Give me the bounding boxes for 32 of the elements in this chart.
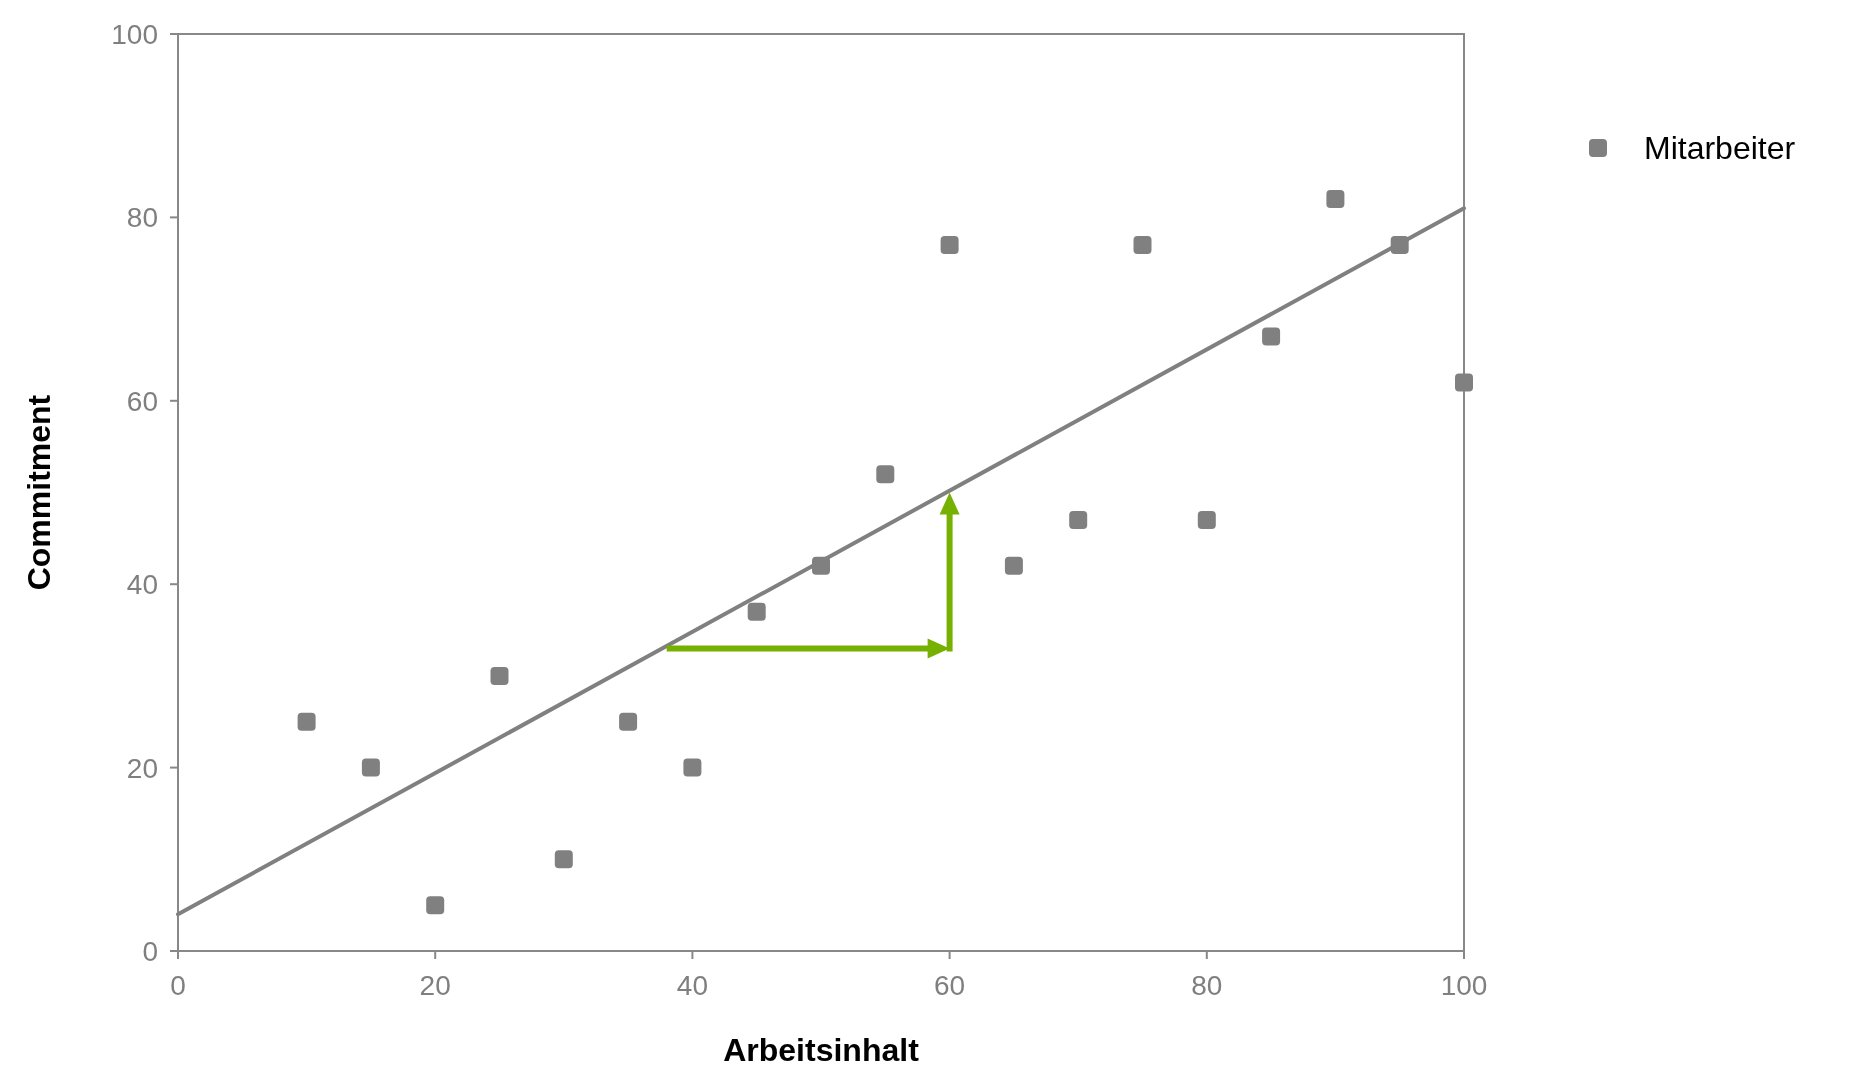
y-tick-label: 100 (111, 19, 158, 50)
legend-label: Mitarbeiter (1644, 130, 1796, 166)
x-tick-label: 40 (676, 970, 708, 1001)
point (426, 896, 445, 915)
point (747, 602, 766, 621)
point (1133, 235, 1152, 254)
point (490, 666, 509, 685)
point (1004, 556, 1023, 575)
x-axis-title: Arbeitsinhalt (723, 1032, 920, 1068)
point (683, 758, 702, 777)
point (1326, 190, 1345, 209)
point (1262, 327, 1281, 346)
point (361, 758, 380, 777)
point (619, 712, 638, 731)
point (297, 712, 316, 731)
y-tick-label: 40 (126, 569, 158, 601)
y-tick-label: 0 (142, 936, 158, 967)
y-tick-label: 20 (126, 752, 158, 784)
point (1069, 511, 1088, 530)
y-tick-label: 80 (126, 202, 158, 234)
y-axis-title: Commitment (21, 394, 57, 591)
x-tick-label: 100 (1440, 970, 1488, 1001)
x-tick-label: 60 (934, 970, 966, 1001)
x-tick-label: 20 (419, 970, 451, 1001)
y-tick-label: 60 (126, 385, 158, 417)
point (940, 235, 959, 254)
point (876, 465, 895, 484)
point (1197, 511, 1216, 530)
point (1455, 373, 1473, 392)
point (554, 850, 573, 869)
x-tick-label: 80 (1191, 970, 1223, 1001)
x-tick-label: 0 (170, 970, 186, 1001)
